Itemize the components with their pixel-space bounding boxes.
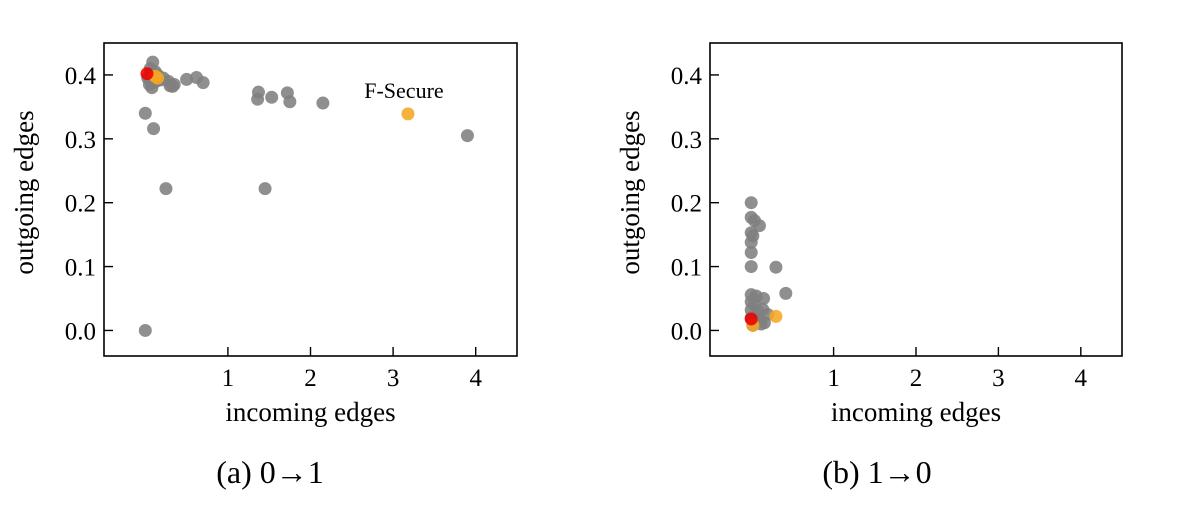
plot-frame-b — [709, 42, 1123, 357]
x-tick-label-b: 1 — [827, 365, 840, 392]
data-point-b-series-0 — [744, 260, 758, 274]
data-point-a-series-1 — [401, 107, 415, 121]
caption-a: (a) 0→1 — [216, 454, 324, 490]
data-point-b-series-1 — [769, 309, 783, 323]
data-point-a-series-0 — [251, 92, 265, 106]
data-point-a-series-0 — [147, 122, 161, 136]
data-point-a-series-0 — [258, 182, 272, 196]
data-point-b-series-0 — [744, 196, 758, 210]
annotation-a: F-Secure — [364, 78, 443, 103]
x-tick-label-a: 2 — [304, 365, 317, 392]
data-point-b-series-0 — [744, 235, 758, 249]
data-point-a-series-0 — [316, 96, 330, 110]
y-tick-label-a: 0.0 — [65, 318, 96, 345]
data-point-a-series-0 — [265, 90, 279, 104]
data-point-a-series-0 — [166, 79, 180, 93]
data-point-b-series-0 — [757, 292, 771, 306]
data-point-a-series-0 — [180, 72, 194, 86]
data-point-b-series-2 — [744, 312, 758, 326]
y-axis-label-b: outgoing edges — [615, 110, 645, 274]
panel-a: (a) 0→1 1 2 3 4 0.0 0.1 0.2 0.3 0.4 incoming edge… — [9, 42, 518, 490]
data-point-a-series-0 — [145, 81, 159, 95]
data-point-a-series-0 — [283, 95, 297, 109]
x-tick-label-b: 3 — [992, 365, 1005, 392]
y-axis-label-a: outgoing edges — [9, 110, 39, 274]
caption-b: (b) 1→0 — [822, 454, 931, 490]
y-tick-label-b: 0.1 — [671, 255, 702, 282]
data-point-a-series-0 — [460, 129, 474, 143]
x-tick-label-b: 4 — [1075, 365, 1088, 392]
data-point-a-series-0 — [138, 106, 152, 120]
y-tick-label-b: 0.4 — [671, 63, 703, 90]
x-tick-label-b: 2 — [910, 365, 923, 392]
y-tick-label-a: 0.3 — [65, 127, 96, 154]
data-point-a-series-2 — [140, 67, 154, 81]
data-point-a-series-0 — [196, 76, 210, 90]
x-tick-label-a: 1 — [222, 365, 235, 392]
y-tick-label-a: 0.2 — [65, 191, 96, 218]
y-tick-label-b: 0.0 — [671, 318, 702, 345]
x-tick-label-a: 3 — [387, 365, 400, 392]
data-point-b-series-0 — [744, 246, 758, 260]
x-axis-label-b: incoming edges — [831, 397, 1001, 427]
panel-b: (b) 1→0 1 2 3 4 0.0 0.1 0.2 0.3 0.4 incoming edge… — [615, 42, 1123, 490]
y-tick-label-a: 0.1 — [65, 255, 96, 282]
data-point-a-series-0 — [159, 182, 173, 196]
data-point-b-series-0 — [779, 286, 793, 300]
data-point-a-series-0 — [138, 323, 152, 337]
y-tick-label-b: 0.3 — [671, 127, 702, 154]
data-point-b-series-0 — [769, 260, 783, 274]
y-tick-label-b: 0.2 — [671, 191, 702, 218]
x-tick-label-a: 4 — [469, 365, 482, 392]
x-axis-label-a: incoming edges — [225, 397, 395, 427]
y-tick-label-a: 0.4 — [65, 63, 97, 90]
data-point-a-series-1 — [151, 71, 165, 85]
